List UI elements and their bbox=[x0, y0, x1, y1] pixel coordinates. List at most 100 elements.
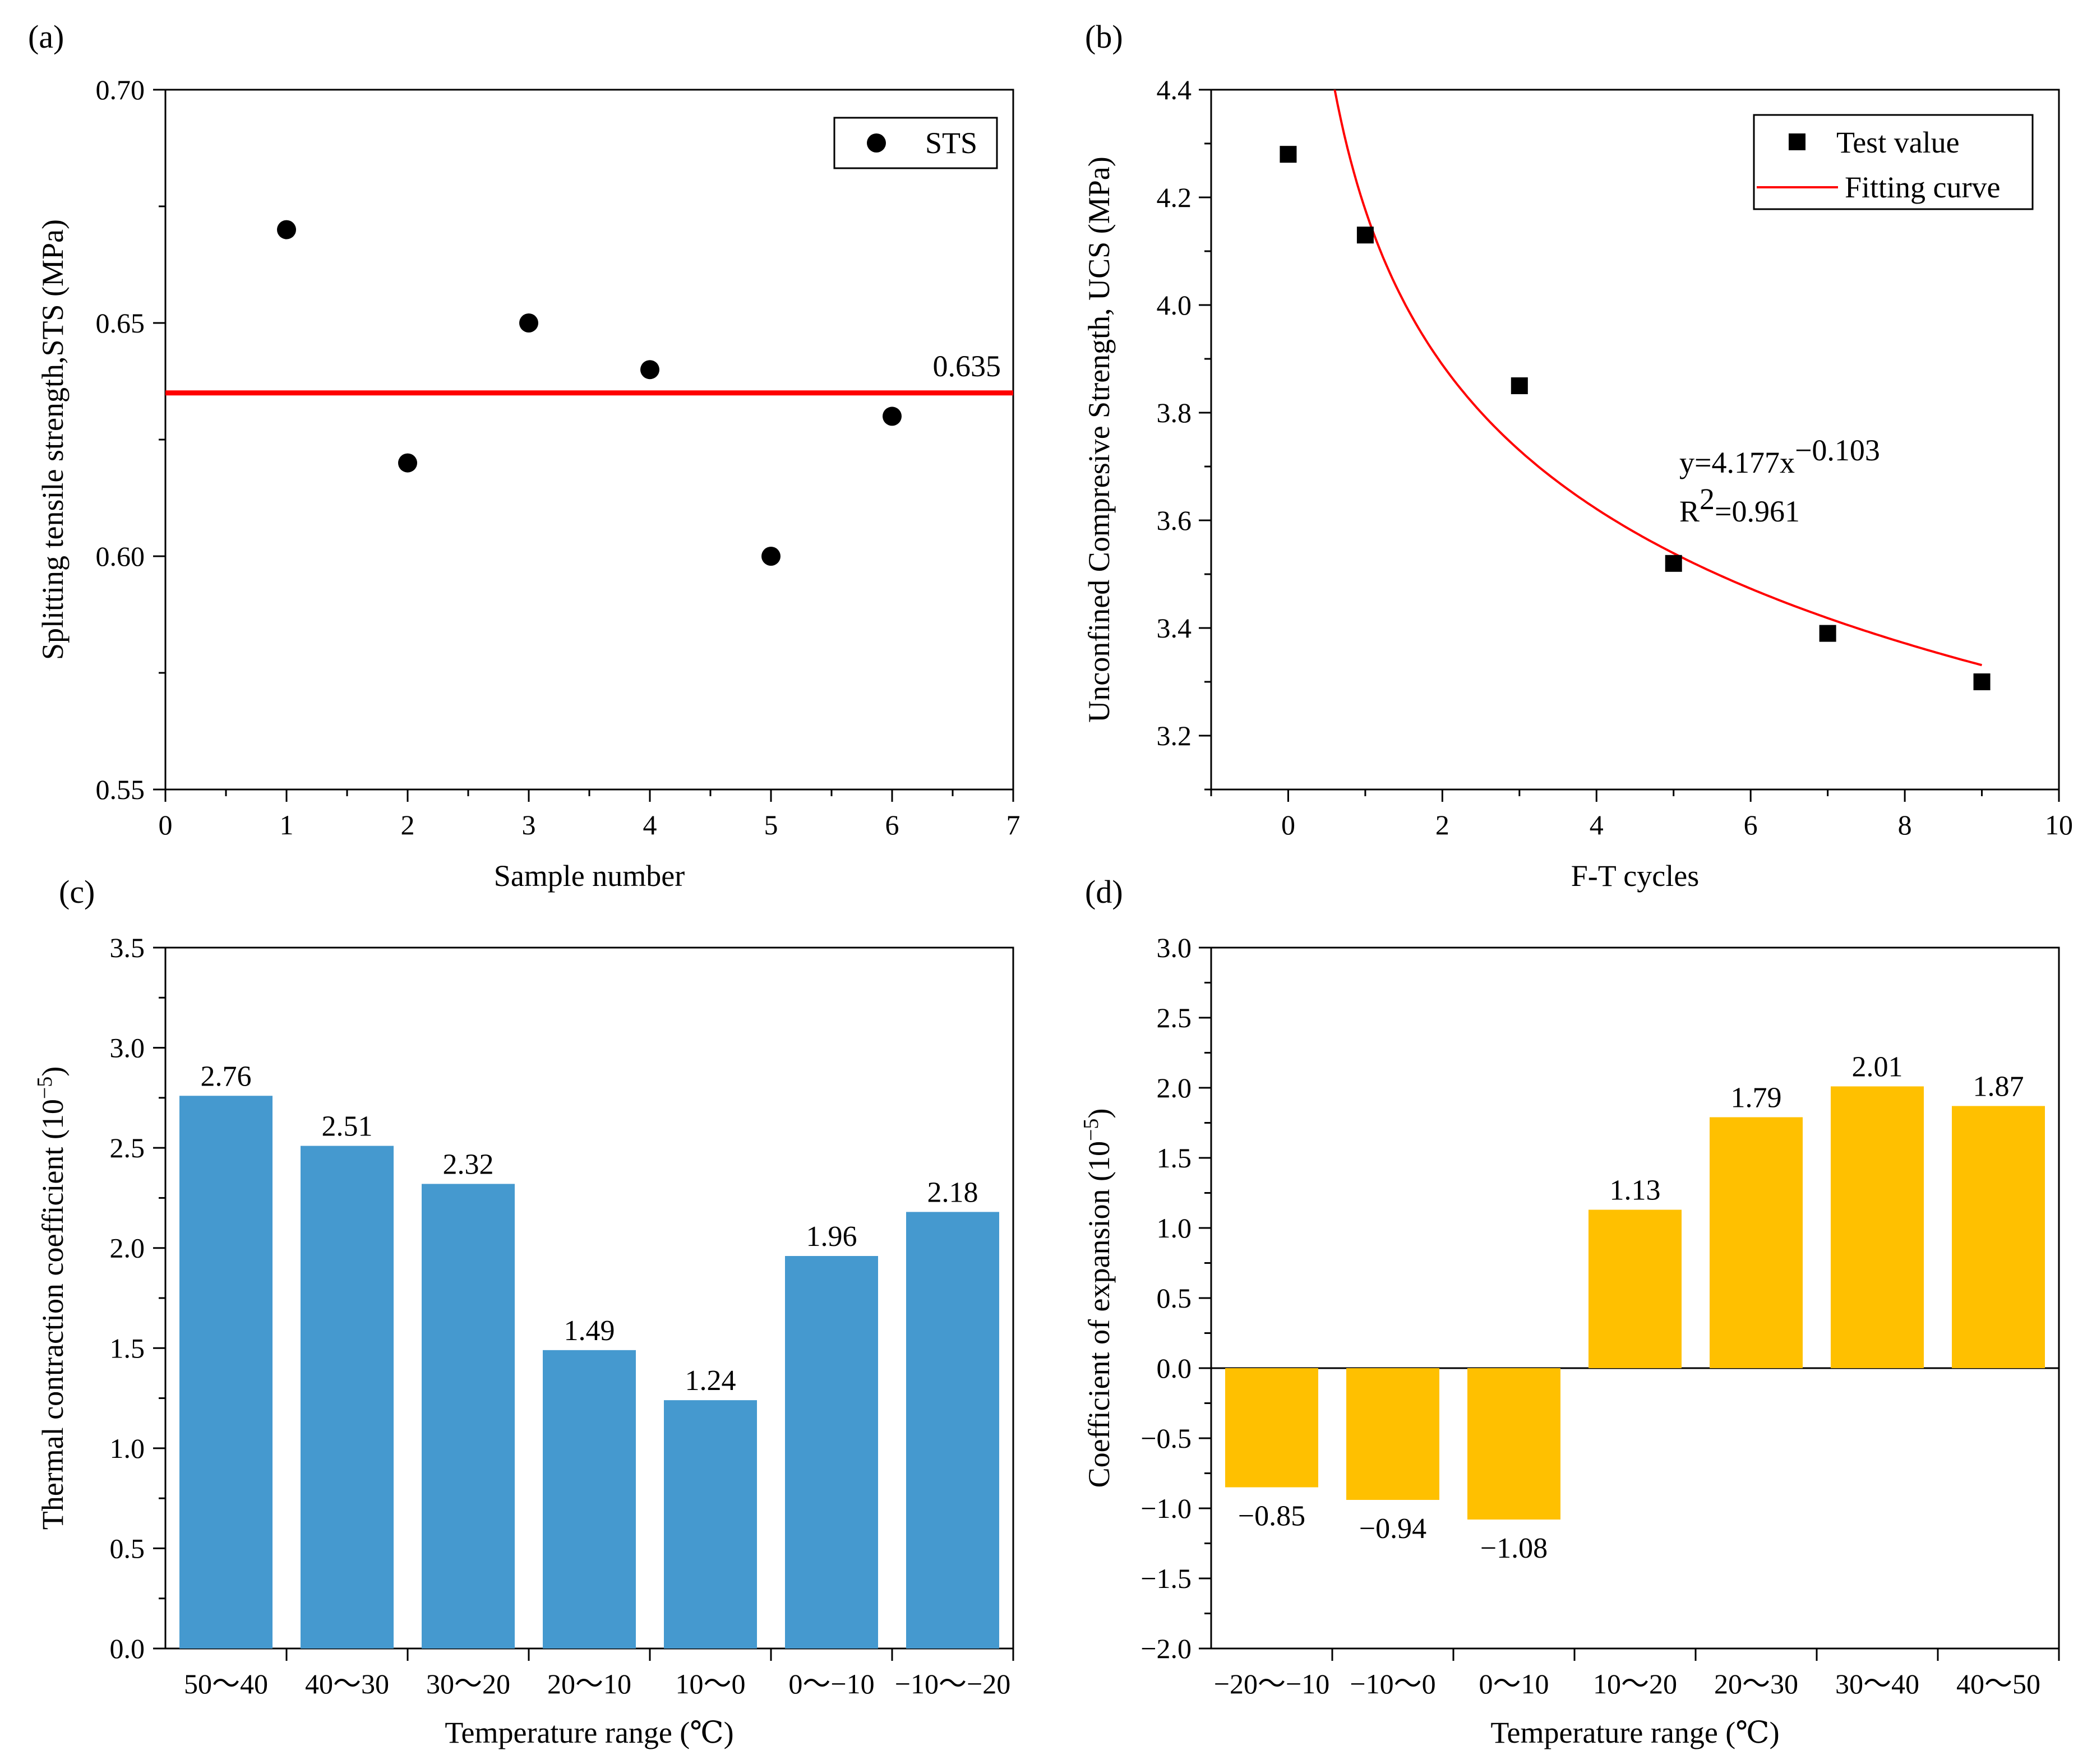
bar-value-label-c: 1.96 bbox=[806, 1221, 857, 1253]
x-tick-label-b: 10 bbox=[2045, 809, 2073, 841]
fit-equation: y=4.177x−0.103 bbox=[1679, 433, 1880, 479]
y-tick-label-c: 1.5 bbox=[110, 1332, 145, 1364]
legend-box-b bbox=[1753, 114, 2034, 210]
data-point-a bbox=[277, 220, 296, 239]
bar-c bbox=[543, 1350, 636, 1648]
y-tick-label-c: 1.0 bbox=[110, 1433, 145, 1464]
y-tick-label-c: 2.5 bbox=[110, 1132, 145, 1163]
x-category-label-d: −20～−10 bbox=[1214, 1668, 1329, 1700]
bar-c bbox=[906, 1212, 999, 1648]
x-tick-label-a: 2 bbox=[401, 809, 415, 841]
bar-d bbox=[1346, 1368, 1439, 1500]
bar-value-label-d: 2.01 bbox=[1852, 1051, 1903, 1083]
y-axis-label-text-c: Thermal contraction coefficient (10 bbox=[36, 1099, 70, 1530]
legend-marker-a bbox=[867, 133, 886, 153]
x-axis-label-b: F-T cycles bbox=[1571, 859, 1699, 893]
y-axis-label-exponent-c: −5 bbox=[33, 1077, 57, 1099]
plot-frame-a bbox=[164, 89, 1014, 791]
legend-box-a bbox=[833, 117, 998, 169]
bar-d bbox=[1952, 1106, 2045, 1368]
y-tick-label-d: −0.5 bbox=[1140, 1423, 1192, 1454]
y-tick-label-d: 1.0 bbox=[1157, 1212, 1192, 1244]
x-axis-label-d: Temperature range (℃) bbox=[1490, 1716, 1779, 1749]
data-point-a bbox=[761, 547, 781, 566]
fitting-curve bbox=[1333, 90, 1983, 667]
x-axis-label-a: Sample number bbox=[494, 859, 685, 893]
data-point-b bbox=[1973, 673, 1991, 690]
fit-r-squared-exponent: 2 bbox=[1700, 482, 1715, 516]
bar-value-label-c: 1.24 bbox=[685, 1365, 736, 1397]
x-category-label-c: 0～−10 bbox=[788, 1668, 874, 1700]
bar-value-label-d: −1.08 bbox=[1480, 1532, 1548, 1564]
y-tick-label-b: 4.2 bbox=[1157, 182, 1192, 213]
legend-marker-test-value bbox=[1789, 133, 1805, 150]
fit-equation-exponent: −0.103 bbox=[1795, 433, 1880, 467]
y-tick-label-a: 0.65 bbox=[96, 307, 145, 339]
bar-value-label-d: 1.79 bbox=[1731, 1082, 1782, 1114]
panel-label-b: (b) bbox=[1085, 19, 1123, 55]
x-tick-label-a: 5 bbox=[764, 809, 778, 841]
x-tick-label-b: 8 bbox=[1898, 809, 1912, 841]
bar-c bbox=[179, 1096, 273, 1648]
x-tick-label-b: 4 bbox=[1590, 809, 1604, 841]
data-point-a bbox=[883, 407, 902, 426]
bar-value-label-c: 2.32 bbox=[443, 1148, 494, 1180]
legend-label-a: STS bbox=[925, 126, 977, 160]
x-category-label-c: −10～−20 bbox=[895, 1668, 1010, 1700]
x-tick-label-a: 6 bbox=[885, 809, 899, 841]
y-tick-label-c: 3.5 bbox=[110, 932, 145, 963]
panel-label-d: (d) bbox=[1085, 874, 1123, 910]
x-tick-label-a: 3 bbox=[522, 809, 536, 841]
x-category-label-c: 10～0 bbox=[676, 1668, 746, 1700]
bar-value-label-c: 2.51 bbox=[322, 1111, 373, 1143]
y-tick-label-d: −2.0 bbox=[1140, 1633, 1192, 1664]
y-tick-label-d: 2.5 bbox=[1157, 1002, 1192, 1033]
y-axis-label-a: Splitting tensile strength,STS (MPa) bbox=[36, 219, 70, 660]
x-tick-label-b: 0 bbox=[1281, 809, 1295, 841]
x-category-label-d: 30～40 bbox=[1835, 1668, 1919, 1700]
y-tick-label-d: 2.0 bbox=[1157, 1072, 1192, 1103]
data-point-b bbox=[1280, 146, 1297, 163]
plot-frame-b bbox=[1210, 89, 2060, 791]
y-tick-label-b: 4.4 bbox=[1157, 74, 1192, 105]
data-point-a bbox=[519, 313, 538, 333]
x-category-label-c: 30～20 bbox=[426, 1668, 510, 1700]
legend-label-fitting-curve: Fitting curve bbox=[1845, 170, 2000, 204]
x-axis-label-c: Temperature range (℃) bbox=[445, 1716, 733, 1749]
x-tick-label-b: 2 bbox=[1435, 809, 1449, 841]
y-tick-label-a: 0.70 bbox=[96, 74, 145, 105]
y-tick-label-d: 0.5 bbox=[1157, 1282, 1192, 1314]
y-axis-label-d: Coefficient of expansion (10−5) bbox=[1079, 1109, 1116, 1488]
x-category-label-c: 50～40 bbox=[184, 1668, 268, 1700]
bar-value-label-d: 1.13 bbox=[1610, 1175, 1661, 1207]
bar-value-label-c: 2.76 bbox=[201, 1060, 252, 1092]
y-tick-label-b: 3.4 bbox=[1157, 612, 1192, 644]
bar-c bbox=[301, 1146, 394, 1648]
bar-d bbox=[1225, 1368, 1318, 1488]
y-axis-label-b: Unconfined Compresive Strength, UCS (MPa… bbox=[1082, 156, 1116, 722]
bar-c bbox=[664, 1400, 757, 1648]
bar-value-label-d: −0.85 bbox=[1238, 1500, 1305, 1532]
y-axis-label-suffix-d: ) bbox=[1082, 1109, 1116, 1119]
y-axis-label-c: Thermal contraction coefficient (10−5) bbox=[33, 1066, 70, 1530]
x-tick-label-a: 1 bbox=[280, 809, 294, 841]
x-tick-label-a: 0 bbox=[159, 809, 173, 841]
fit-equation-base: y=4.177x bbox=[1679, 446, 1795, 479]
y-axis-label-exponent-d: −5 bbox=[1079, 1119, 1103, 1141]
fit-r-squared-value: =0.961 bbox=[1715, 495, 1800, 528]
x-category-label-d: 10～20 bbox=[1593, 1668, 1677, 1700]
x-category-label-c: 20～10 bbox=[547, 1668, 631, 1700]
y-tick-label-a: 0.55 bbox=[96, 774, 145, 805]
bar-d bbox=[1710, 1117, 1803, 1368]
y-tick-label-b: 3.2 bbox=[1157, 720, 1192, 751]
y-tick-label-a: 0.60 bbox=[96, 541, 145, 572]
x-category-label-c: 40～30 bbox=[305, 1668, 389, 1700]
bar-value-label-d: −0.94 bbox=[1359, 1513, 1426, 1545]
bar-c bbox=[785, 1256, 878, 1648]
bar-value-label-c: 1.49 bbox=[564, 1315, 615, 1347]
x-category-label-d: 20～30 bbox=[1714, 1668, 1798, 1700]
y-tick-label-c: 0.0 bbox=[110, 1633, 145, 1664]
y-axis-label-suffix-c: ) bbox=[36, 1066, 70, 1077]
y-tick-label-d: 0.0 bbox=[1157, 1352, 1192, 1384]
